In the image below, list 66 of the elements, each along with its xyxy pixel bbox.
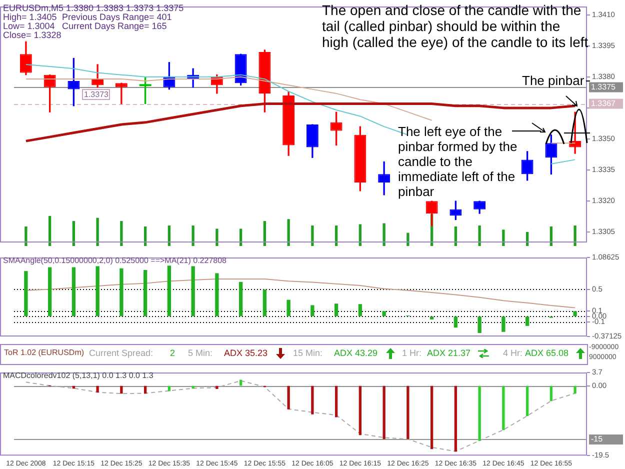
bar bbox=[382, 223, 386, 246]
text: 1 Hr: bbox=[402, 348, 422, 358]
text: Current Spread: bbox=[89, 348, 154, 358]
bar bbox=[238, 282, 243, 316]
bar bbox=[310, 305, 314, 316]
bar bbox=[573, 311, 577, 316]
ref-line-label: 1.3367 bbox=[591, 99, 616, 108]
bar bbox=[48, 267, 52, 316]
bar bbox=[286, 300, 290, 316]
annotation: Previous Days Range= 401 bbox=[62, 12, 172, 22]
text: 15 Min: bbox=[293, 348, 323, 358]
text: 5 Min: bbox=[188, 348, 213, 358]
candlestick bbox=[115, 82, 128, 104]
annotation: The open and close of the candle with the tail (called pinbar) should be within the high (called the eye) of the candle to its left bbox=[322, 2, 588, 50]
annotation: The pinbar bbox=[522, 73, 584, 88]
bar bbox=[287, 219, 290, 246]
text: ADX 35.23 bbox=[224, 348, 268, 358]
bar bbox=[167, 266, 172, 316]
text: ToR 1.02 (EURUSDm) bbox=[4, 348, 84, 357]
bar bbox=[382, 311, 386, 316]
text: 2 bbox=[170, 348, 176, 358]
bar bbox=[120, 221, 123, 246]
bar bbox=[96, 218, 99, 246]
bar bbox=[358, 304, 362, 316]
annotation: Low= 1.3004 bbox=[3, 21, 55, 31]
annotation: Close= 1.3328 bbox=[3, 30, 62, 40]
bar bbox=[215, 273, 219, 316]
bar bbox=[478, 316, 482, 333]
ref-line-label: 1.3375 bbox=[591, 82, 616, 92]
bar bbox=[24, 226, 28, 246]
ref-line-label: -15 bbox=[591, 434, 604, 444]
bar bbox=[192, 226, 194, 246]
bar bbox=[574, 226, 576, 246]
text: ADX 43.29 bbox=[334, 348, 378, 358]
line-series bbox=[25, 380, 576, 452]
bar bbox=[478, 226, 481, 246]
bar bbox=[454, 316, 458, 328]
bar bbox=[239, 228, 242, 246]
text: ADX 65.08 bbox=[525, 348, 569, 358]
bar bbox=[334, 304, 338, 316]
annotation: 1.3373 bbox=[84, 90, 108, 99]
bar bbox=[143, 270, 148, 316]
bar bbox=[263, 221, 266, 246]
bar bbox=[525, 316, 530, 326]
bar bbox=[120, 268, 124, 316]
bar bbox=[96, 266, 100, 316]
bar bbox=[406, 232, 410, 246]
bar bbox=[358, 224, 362, 246]
annotation: High= 1.3405 bbox=[3, 12, 57, 22]
bar bbox=[24, 271, 28, 316]
chart-title: MACDcoloredv102 (5,13,1) 0.0 1.3 0.0 1.3 bbox=[3, 371, 154, 380]
text: ADX 21.37 bbox=[427, 348, 471, 358]
annotation: The left eye of the pinbar formed by the candle to the immediate left of the pinbar bbox=[398, 124, 518, 199]
bar bbox=[262, 289, 267, 316]
bar bbox=[502, 230, 505, 246]
bar bbox=[502, 316, 506, 332]
annotation: Current Days Range= 165 bbox=[62, 21, 167, 31]
bar bbox=[72, 221, 76, 246]
bar bbox=[216, 228, 218, 246]
bar bbox=[72, 267, 76, 316]
bar bbox=[48, 216, 52, 246]
chart-title: SMAAngle(50,0.15000000,2,0) 0.525000 ==>MA(21) 0.227808 bbox=[3, 256, 226, 265]
bar bbox=[191, 266, 195, 316]
bar bbox=[430, 316, 434, 320]
bar bbox=[311, 226, 314, 246]
text: 4 Hr: bbox=[503, 348, 523, 358]
